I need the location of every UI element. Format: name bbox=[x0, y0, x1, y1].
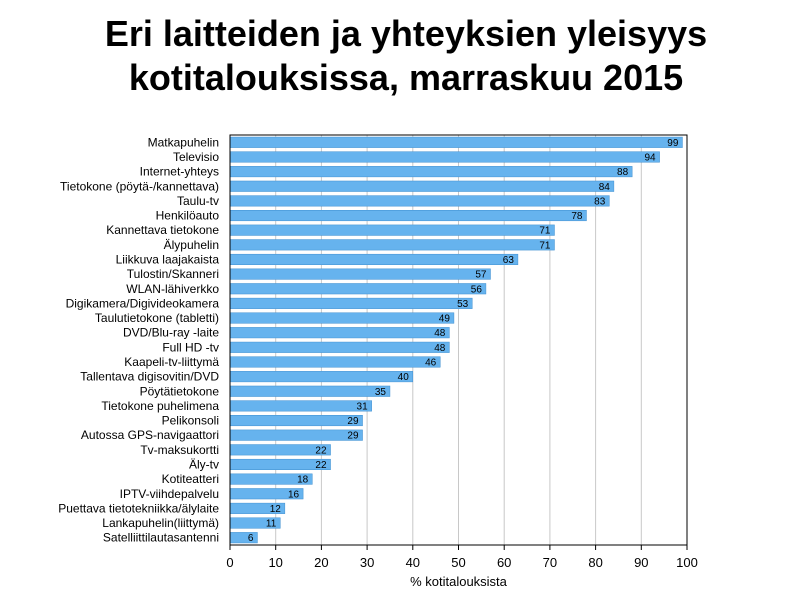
category-label-2: Internet-yhteys bbox=[140, 165, 219, 179]
x-tick-label-3: 30 bbox=[360, 555, 374, 570]
x-axis-label: % kotitalouksista bbox=[410, 574, 508, 589]
data-label-4: 83 bbox=[594, 196, 606, 207]
bar-12 bbox=[229, 312, 455, 324]
x-tick-label-4: 40 bbox=[406, 555, 420, 570]
data-label-12: 49 bbox=[439, 314, 451, 325]
data-label-1: 94 bbox=[644, 152, 656, 163]
x-tick-label-2: 20 bbox=[314, 555, 328, 570]
category-label-23: Kotiteatteri bbox=[162, 472, 219, 486]
data-label-5: 78 bbox=[571, 211, 583, 222]
category-label-6: Kannettava tietokone bbox=[106, 223, 219, 237]
bar-3 bbox=[229, 180, 615, 192]
x-tick-label-5: 50 bbox=[451, 555, 465, 570]
category-label-27: Satelliittilautasantenni bbox=[103, 531, 219, 545]
bar-10 bbox=[229, 283, 487, 295]
x-tick-label-7: 70 bbox=[543, 555, 557, 570]
category-label-9: Tulostin/Skanneri bbox=[127, 267, 219, 281]
data-label-16: 40 bbox=[398, 372, 410, 383]
data-label-22: 22 bbox=[315, 460, 327, 471]
bar-20 bbox=[229, 429, 363, 441]
category-label-17: Pöytätietokone bbox=[140, 384, 220, 398]
data-label-20: 29 bbox=[347, 431, 359, 442]
category-label-12: Taulutietokone (tabletti) bbox=[95, 311, 219, 325]
chart-title-line-1: Eri laitteiden ja yhteyksien yleisyys bbox=[104, 13, 708, 54]
data-label-21: 22 bbox=[315, 445, 327, 456]
bar-18 bbox=[229, 400, 372, 412]
bar-15 bbox=[229, 356, 441, 368]
x-tick-label-6: 60 bbox=[497, 555, 511, 570]
category-label-15: Kaapeli-tv-liittymä bbox=[124, 355, 219, 369]
data-label-18: 31 bbox=[357, 401, 369, 412]
bar-5 bbox=[229, 210, 587, 222]
bar-11 bbox=[229, 297, 473, 309]
bar-6 bbox=[229, 224, 555, 236]
data-label-19: 29 bbox=[347, 416, 359, 427]
data-label-2: 88 bbox=[617, 167, 629, 178]
data-label-11: 53 bbox=[457, 299, 469, 310]
data-label-27: 6 bbox=[248, 533, 254, 544]
data-label-0: 99 bbox=[667, 138, 679, 149]
chart-title-line-2: kotitalouksissa, marraskuu 2015 bbox=[128, 57, 684, 98]
data-label-9: 57 bbox=[475, 270, 487, 281]
x-tick-label-9: 90 bbox=[634, 555, 648, 570]
category-label-26: Lankapuhelin(liittymä) bbox=[102, 516, 219, 530]
bar-7 bbox=[229, 239, 555, 251]
x-tick-label-0: 0 bbox=[226, 555, 233, 570]
category-label-0: Matkapuhelin bbox=[148, 135, 219, 149]
category-label-16: Tallentava digisovitin/DVD bbox=[80, 370, 219, 384]
bar-14 bbox=[229, 341, 450, 353]
data-label-24: 16 bbox=[288, 489, 300, 500]
data-label-8: 63 bbox=[503, 255, 515, 266]
category-label-24: IPTV-viihdepalvelu bbox=[120, 487, 219, 501]
bar-8 bbox=[229, 253, 519, 265]
category-label-19: Pelikonsoli bbox=[162, 414, 219, 428]
category-label-1: Televisio bbox=[173, 150, 219, 164]
data-label-23: 18 bbox=[297, 475, 309, 486]
data-label-3: 84 bbox=[599, 182, 611, 193]
bar-17 bbox=[229, 385, 391, 397]
x-tick-label-1: 10 bbox=[268, 555, 282, 570]
category-label-22: Äly-tv bbox=[189, 457, 219, 471]
bar-0 bbox=[229, 136, 683, 148]
data-label-26: 11 bbox=[266, 519, 277, 530]
data-label-10: 56 bbox=[471, 284, 483, 295]
category-label-5: Henkilöauto bbox=[156, 209, 220, 223]
x-tick-label-8: 80 bbox=[588, 555, 602, 570]
category-label-3: Tietokone (pöytä-/kannettava) bbox=[60, 179, 219, 193]
category-label-11: Digikamera/Digivideokamera bbox=[66, 296, 220, 310]
data-label-13: 48 bbox=[434, 328, 446, 339]
data-label-15: 46 bbox=[425, 357, 437, 368]
category-label-25: Puettava tietotekniikka/älylaite bbox=[58, 501, 219, 515]
category-label-8: Liikkuva laajakaista bbox=[116, 252, 220, 266]
category-label-21: Tv-maksukortti bbox=[140, 443, 219, 457]
data-label-14: 48 bbox=[434, 343, 446, 354]
data-label-25: 12 bbox=[270, 504, 282, 515]
category-label-13: DVD/Blu-ray -laite bbox=[123, 326, 219, 340]
bar-1 bbox=[229, 151, 660, 163]
bar-13 bbox=[229, 327, 450, 339]
category-label-10: WLAN-lähiverkko bbox=[126, 282, 219, 296]
bar-4 bbox=[229, 195, 610, 207]
category-label-4: Taulu-tv bbox=[177, 194, 219, 208]
bar-16 bbox=[229, 371, 414, 383]
bar-19 bbox=[229, 415, 363, 427]
data-label-17: 35 bbox=[375, 387, 387, 398]
x-tick-label-10: 100 bbox=[676, 555, 698, 570]
data-label-7: 71 bbox=[539, 240, 551, 251]
category-label-20: Autossa GPS-navigaattori bbox=[81, 428, 219, 442]
bar-9 bbox=[229, 268, 491, 280]
category-label-7: Älypuhelin bbox=[164, 238, 219, 252]
chart-title: Eri laitteiden ja yhteyksien yleisyys ko… bbox=[0, 12, 812, 100]
category-label-18: Tietokone puhelimena bbox=[101, 399, 219, 413]
category-label-14: Full HD -tv bbox=[162, 340, 219, 354]
data-label-6: 71 bbox=[539, 226, 551, 237]
bar-2 bbox=[229, 166, 633, 178]
